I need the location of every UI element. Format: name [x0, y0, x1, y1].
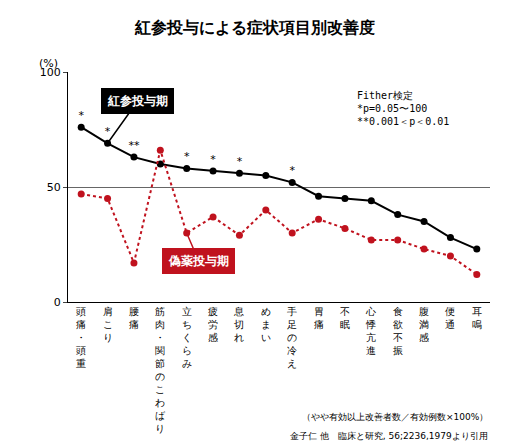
svg-text:胃痛: 胃痛 — [314, 306, 324, 330]
svg-text:食欲不振: 食欲不振 — [393, 306, 403, 356]
svg-text:*: * — [105, 125, 111, 138]
svg-text:手足の冷え: 手足の冷え — [287, 306, 297, 369]
svg-text:心悸亢進: 心悸亢進 — [365, 306, 376, 356]
svg-text:金子仁 他 臨床と研究, 56;2236,1979より引用: 金子仁 他 臨床と研究, 56;2236,1979より引用 — [290, 431, 488, 441]
svg-text:筋肉・関節のこわばり: 筋肉・関節のこわばり — [155, 306, 166, 434]
svg-text:頭痛・頭重: 頭痛・頭重 — [76, 306, 86, 369]
svg-text:50: 50 — [47, 181, 61, 194]
svg-text:肩こり: 肩こり — [103, 306, 113, 343]
svg-text:便通: 便通 — [445, 306, 455, 330]
svg-text:*: * — [237, 155, 243, 168]
svg-text:めまい: めまい — [261, 306, 271, 343]
svg-text:紅参投与による症状項目別改善度: 紅参投与による症状項目別改善度 — [134, 18, 375, 37]
svg-text:*: * — [184, 150, 190, 163]
svg-text:(%): (%) — [39, 57, 58, 70]
svg-text:*: * — [210, 153, 216, 166]
svg-text:立ちくらみ: 立ちくらみ — [182, 306, 192, 369]
svg-text:100: 100 — [40, 66, 61, 79]
svg-text:腰痛: 腰痛 — [129, 306, 139, 330]
svg-text:疲労感: 疲労感 — [208, 306, 218, 343]
svg-text:偽薬投与期: 偽薬投与期 — [168, 254, 229, 268]
svg-text:**: ** — [128, 139, 140, 152]
svg-text:0: 0 — [54, 296, 61, 309]
svg-text:耳鳴: 耳鳴 — [472, 306, 482, 330]
svg-text:（やや有効以上改善者数／有効例数×100%）: （やや有効以上改善者数／有効例数×100%） — [302, 412, 488, 422]
svg-text:腹満感: 腹満感 — [419, 306, 429, 343]
svg-text:*: * — [78, 109, 84, 122]
svg-text:*: * — [289, 164, 295, 177]
svg-text:息切れ: 息切れ — [233, 306, 244, 343]
svg-text:紅参投与期: 紅参投与期 — [107, 94, 168, 108]
svg-text:不眠: 不眠 — [340, 306, 350, 330]
svg-text:Fither検定*p=0.05〜100**0.001＜p＜0: Fither検定*p=0.05〜100**0.001＜p＜0.01 — [357, 90, 449, 127]
